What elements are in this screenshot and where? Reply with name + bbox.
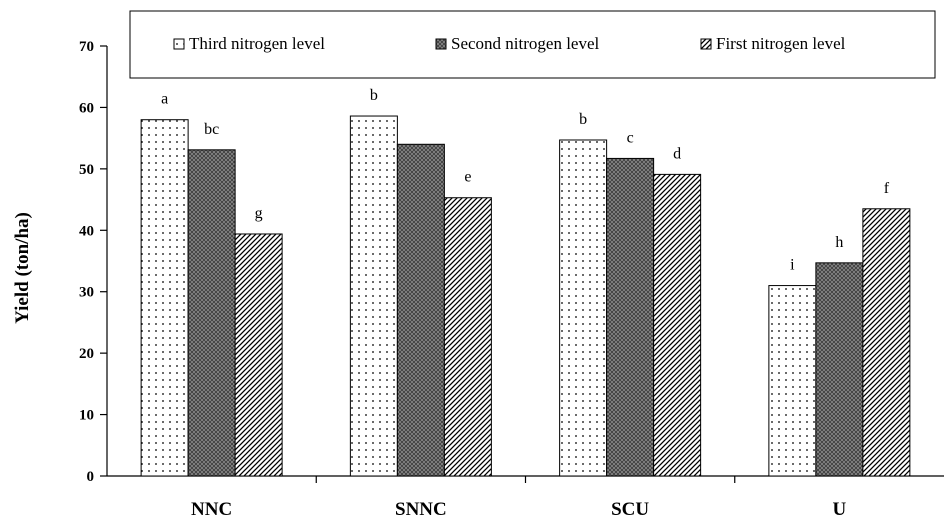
bar-snnc-2	[396, 143, 445, 477]
y-tick-label: 40	[79, 223, 94, 239]
bar-nnc-2	[187, 149, 236, 477]
legend-swatch	[173, 38, 185, 50]
category-label: SNNC	[395, 499, 447, 520]
legend-swatch	[700, 38, 712, 50]
legend-label: First nitrogen level	[716, 34, 846, 53]
bar-u-3	[862, 208, 911, 477]
data-label: e	[464, 169, 471, 186]
legend-label: Third nitrogen level	[189, 34, 325, 53]
bar-nnc-3	[234, 233, 283, 477]
y-tick-label: 30	[79, 285, 94, 301]
data-label: b	[370, 87, 378, 104]
y-tick-label: 10	[79, 408, 94, 424]
category-label: U	[833, 499, 847, 520]
bar-scu-2	[606, 157, 655, 477]
bar-u-2	[815, 262, 864, 477]
chart-axes: 0 10 20 30 40 50 60 70 NNC SNNC SCU U	[79, 39, 944, 520]
bar-nnc-1	[140, 119, 189, 477]
legend-box	[129, 10, 936, 79]
data-label: c	[627, 129, 634, 146]
bar-snnc-1	[349, 115, 398, 477]
bar-u-1	[768, 285, 817, 477]
bar-scu-3	[653, 173, 702, 477]
data-label: bc	[204, 121, 219, 138]
data-label: d	[673, 145, 681, 162]
legend-swatch	[435, 38, 447, 50]
y-tick-label: 60	[79, 100, 94, 116]
data-label: g	[255, 205, 263, 222]
category-label: NNC	[191, 499, 232, 520]
data-label: f	[884, 180, 890, 197]
y-tick-label: 20	[79, 346, 94, 362]
y-tick-label: 50	[79, 162, 94, 178]
legend-label: Second nitrogen level	[451, 34, 600, 53]
category-label: SCU	[611, 499, 649, 520]
y-axis-label: Yield (ton/ha)	[12, 212, 33, 324]
bar-scu-1	[559, 139, 608, 477]
data-label: a	[161, 91, 168, 108]
data-label: h	[835, 234, 843, 251]
bar-snnc-3	[443, 197, 492, 477]
y-tick-label: 0	[87, 469, 95, 485]
chart-bars	[140, 115, 911, 477]
legend: Third nitrogen level Second nitrogen leve…	[129, 10, 936, 79]
data-label: b	[579, 111, 587, 128]
data-label: i	[790, 257, 795, 274]
y-tick-label: 70	[79, 39, 94, 55]
